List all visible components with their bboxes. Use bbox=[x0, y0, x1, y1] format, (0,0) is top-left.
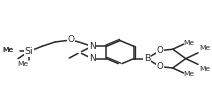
Text: O: O bbox=[156, 62, 163, 71]
Text: Me: Me bbox=[2, 47, 13, 53]
Text: Me: Me bbox=[199, 45, 210, 51]
Text: N: N bbox=[89, 42, 95, 51]
Text: Me: Me bbox=[199, 66, 210, 72]
Text: Me: Me bbox=[17, 61, 28, 68]
Text: O: O bbox=[156, 46, 163, 55]
Text: Si: Si bbox=[25, 47, 33, 56]
Text: N: N bbox=[89, 54, 95, 63]
Text: B: B bbox=[144, 54, 150, 63]
Text: Me: Me bbox=[184, 72, 195, 77]
Text: Me: Me bbox=[2, 47, 13, 53]
Text: O: O bbox=[68, 35, 75, 44]
Text: Me: Me bbox=[184, 40, 195, 46]
